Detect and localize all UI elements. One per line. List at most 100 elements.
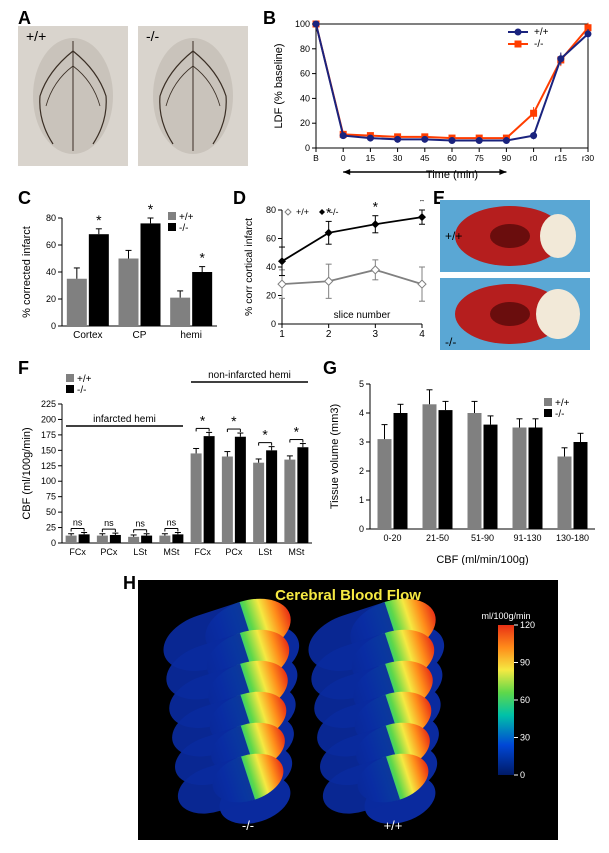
svg-text:slice number: slice number: [334, 310, 391, 321]
svg-text:60: 60: [300, 69, 310, 79]
svg-text:-/-: -/-: [330, 207, 339, 217]
svg-text:130-180: 130-180: [556, 533, 589, 543]
svg-text:r0: r0: [530, 153, 538, 163]
svg-text:90: 90: [520, 658, 530, 668]
svg-text:*: *: [419, 200, 425, 209]
svg-text:*: *: [199, 250, 205, 266]
panel-label-H: H: [123, 573, 136, 594]
svg-text:40: 40: [266, 262, 276, 272]
svg-text:225: 225: [41, 399, 56, 409]
svg-text:0: 0: [359, 524, 364, 534]
svg-text:1: 1: [359, 495, 364, 505]
svg-text:Time (min): Time (min): [426, 169, 478, 181]
svg-text:+/+: +/+: [555, 398, 570, 409]
svg-text:+/+: +/+: [384, 818, 403, 833]
svg-text:LSt: LSt: [258, 547, 272, 557]
svg-text:-/-: -/-: [179, 223, 188, 234]
svg-text:+/+: +/+: [445, 229, 462, 243]
svg-text:91-130: 91-130: [513, 533, 541, 543]
svg-text:1: 1: [279, 329, 285, 340]
svg-text:20: 20: [300, 118, 310, 128]
svg-text:MSt: MSt: [288, 547, 305, 557]
svg-text:60: 60: [520, 695, 530, 705]
svg-text:ns: ns: [73, 517, 83, 527]
svg-text:% corrected infarct: % corrected infarct: [21, 226, 33, 318]
svg-text:175: 175: [41, 430, 56, 440]
svg-text:3: 3: [359, 437, 364, 447]
svg-text:FCx: FCx: [194, 547, 211, 557]
svg-text:60: 60: [447, 153, 457, 163]
svg-text:PCx: PCx: [100, 547, 118, 557]
svg-text:90: 90: [502, 153, 512, 163]
panel-C: 020406080% corrected infarctCortex*CP*he…: [18, 200, 223, 350]
svg-text:75: 75: [46, 492, 56, 502]
svg-text:0: 0: [271, 319, 276, 329]
svg-text:infarcted hemi: infarcted hemi: [93, 414, 156, 425]
svg-text:0: 0: [51, 321, 56, 331]
svg-text:LSt: LSt: [133, 547, 147, 557]
svg-text:4: 4: [359, 408, 364, 418]
svg-text:+/+: +/+: [534, 27, 549, 38]
svg-text:*: *: [294, 424, 300, 440]
wt-label-A: +/+: [26, 28, 46, 44]
svg-text:125: 125: [41, 461, 56, 471]
svg-text:LDF (% baseline): LDF (% baseline): [273, 44, 285, 129]
svg-text:hemi: hemi: [180, 330, 202, 341]
svg-text:80: 80: [266, 205, 276, 215]
svg-text:0: 0: [305, 143, 310, 153]
svg-text:45: 45: [420, 153, 430, 163]
panel-A: +/+ -/-: [18, 26, 254, 171]
svg-text:30: 30: [393, 153, 403, 163]
svg-text:30: 30: [520, 733, 530, 743]
svg-text:51-90: 51-90: [471, 533, 494, 543]
svg-text:*: *: [96, 212, 102, 228]
svg-text:2: 2: [326, 329, 332, 340]
svg-text:PCx: PCx: [225, 547, 243, 557]
svg-text:FCx: FCx: [69, 547, 86, 557]
svg-text:20: 20: [266, 291, 276, 301]
svg-text:*: *: [231, 413, 237, 429]
svg-text:60: 60: [266, 234, 276, 244]
svg-text:75: 75: [474, 153, 484, 163]
svg-text:21-50: 21-50: [426, 533, 449, 543]
figure-root: A +/+ -/- B 020406080100B0153045607590r0…: [8, 8, 601, 845]
svg-text:B: B: [313, 153, 319, 163]
svg-text:*: *: [262, 427, 268, 443]
svg-text:*: *: [200, 412, 206, 428]
svg-text:0: 0: [520, 770, 525, 780]
svg-text:-/-: -/-: [534, 39, 543, 50]
svg-text:0: 0: [51, 538, 56, 548]
svg-text:25: 25: [46, 523, 56, 533]
svg-text:60: 60: [46, 240, 56, 250]
svg-text:r30: r30: [582, 153, 595, 163]
svg-text:-/-: -/-: [77, 385, 86, 396]
svg-text:120: 120: [520, 620, 535, 630]
panel-H: Cerebral Blood Flow-/-+/+ml/100g/min0306…: [138, 580, 558, 840]
panel-G: 012345Tissue volume (mm3)0-2021-5051-909…: [326, 370, 601, 565]
svg-text:Cortex: Cortex: [73, 330, 102, 341]
panel-B: 020406080100B0153045607590r0r15r30LDF (%…: [268, 14, 598, 182]
svg-text:+/+: +/+: [77, 374, 92, 385]
svg-text:0: 0: [341, 153, 346, 163]
svg-text:*: *: [373, 200, 379, 215]
svg-text:4: 4: [419, 329, 425, 340]
svg-text:r15: r15: [555, 153, 568, 163]
ko-label-A: -/-: [146, 28, 160, 44]
svg-text:80: 80: [46, 213, 56, 223]
svg-text:CP: CP: [133, 330, 147, 341]
svg-text:+/+: +/+: [296, 207, 309, 217]
svg-text:80: 80: [300, 44, 310, 54]
svg-text:200: 200: [41, 414, 56, 424]
svg-text:+/+: +/+: [179, 212, 194, 223]
svg-text:non-infarcted hemi: non-infarcted hemi: [208, 370, 291, 381]
svg-text:2: 2: [359, 466, 364, 476]
svg-text:3: 3: [373, 329, 379, 340]
svg-text:-/-: -/-: [242, 818, 254, 833]
svg-text:% corr cortical infarct: % corr cortical infarct: [243, 218, 255, 316]
panel-E: +/+ -/- +/+: [440, 200, 595, 355]
svg-text:Tissue volume (mm3): Tissue volume (mm3): [329, 404, 341, 509]
svg-text:ns: ns: [167, 517, 177, 527]
svg-text:50: 50: [46, 507, 56, 517]
panel-F: 0255075100125150175200225CBF (ml/100g/mi…: [18, 370, 318, 565]
svg-text:100: 100: [41, 476, 56, 486]
